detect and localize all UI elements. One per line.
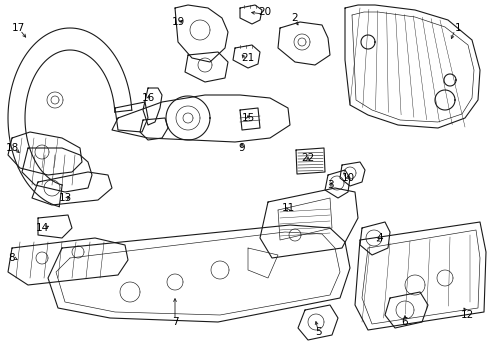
Text: 10: 10 [341,173,354,183]
Text: 5: 5 [314,327,321,337]
Text: 19: 19 [171,17,184,27]
Text: 15: 15 [241,113,254,123]
Text: 21: 21 [241,53,254,63]
Text: 3: 3 [326,180,333,190]
Text: 14: 14 [35,223,48,233]
Text: 20: 20 [258,7,271,17]
Text: 16: 16 [141,93,154,103]
Text: 12: 12 [459,310,473,320]
Text: 2: 2 [291,13,298,23]
Text: 11: 11 [281,203,294,213]
Text: 1: 1 [454,23,461,33]
Text: 13: 13 [58,193,71,203]
Text: 4: 4 [376,233,383,243]
Text: 22: 22 [301,153,314,163]
Text: 6: 6 [401,317,407,327]
Text: 8: 8 [9,253,15,263]
Text: 17: 17 [11,23,24,33]
Text: 9: 9 [238,143,245,153]
Text: 18: 18 [5,143,19,153]
Text: 7: 7 [171,317,178,327]
